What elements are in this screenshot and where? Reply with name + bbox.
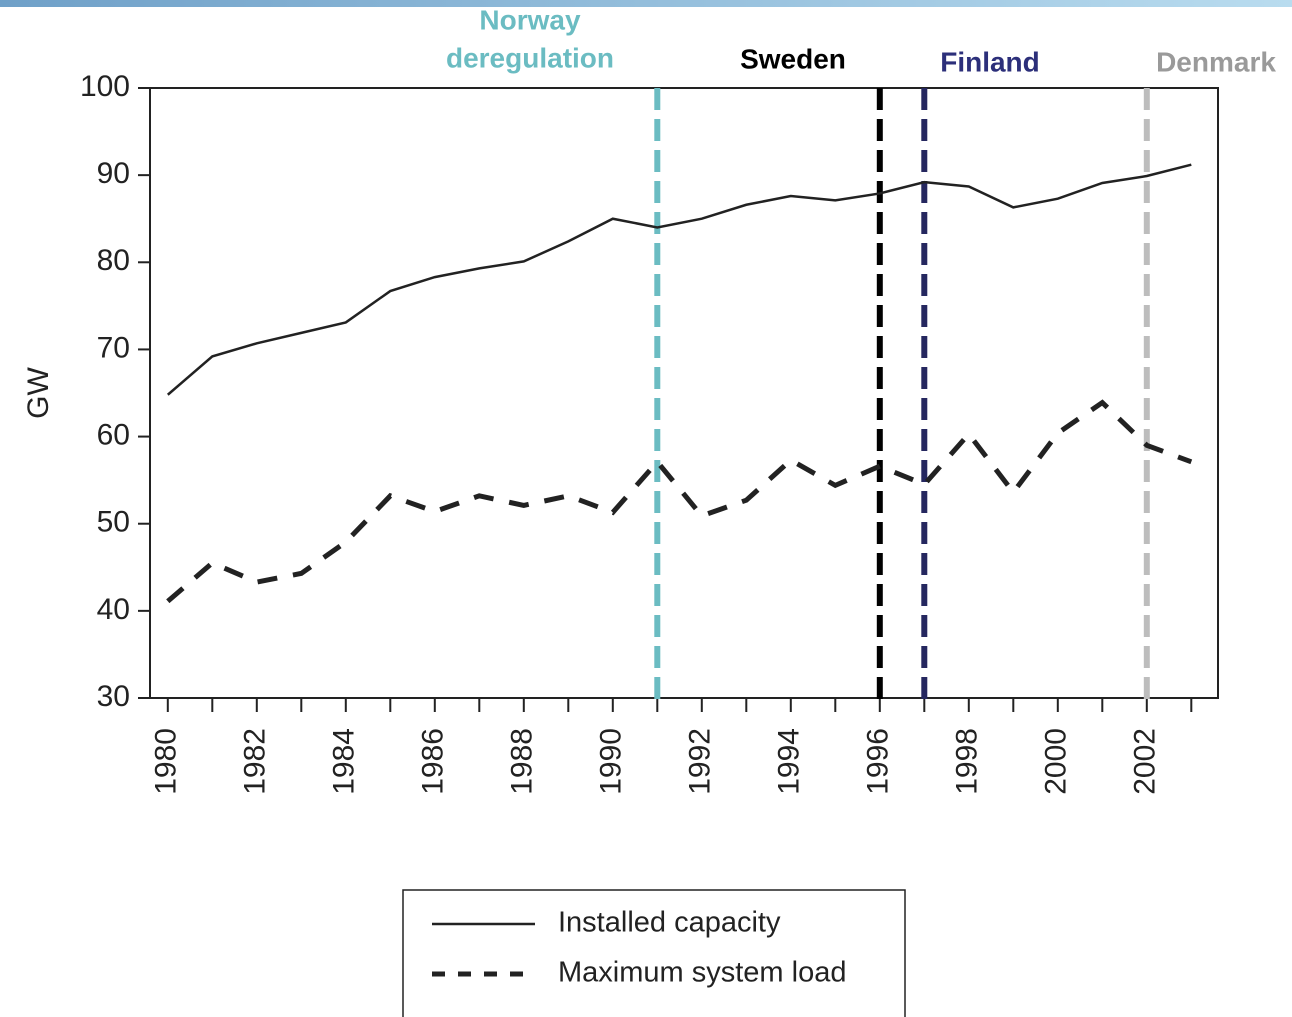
event-label: Denmark (1156, 46, 1276, 77)
x-tick-label: 1980 (150, 728, 183, 795)
y-tick-label: 100 (80, 70, 130, 103)
y-tick-label: 60 (97, 418, 130, 451)
x-tick-label: 1992 (684, 728, 717, 795)
event-label: deregulation (446, 42, 614, 73)
y-tick-label: 80 (97, 244, 130, 277)
series-line (166, 163, 1192, 396)
legend-label: Maximum system load (558, 957, 846, 989)
event-label: Norway (479, 4, 581, 35)
x-tick-label: 2002 (1129, 728, 1162, 795)
event-label: Finland (940, 46, 1040, 77)
event-label: Sweden (740, 43, 846, 74)
x-tick-label: 1988 (506, 728, 539, 795)
series-line (166, 399, 1193, 604)
x-tick-label: 1990 (595, 728, 628, 795)
y-tick-label: 90 (97, 157, 130, 190)
legend-label: Installed capacity (558, 907, 781, 939)
y-tick-label: 30 (97, 680, 130, 713)
legend-box (402, 889, 906, 1017)
y-axis-label: GW (22, 366, 55, 418)
x-tick-label: 1982 (239, 728, 272, 795)
y-tick-label: 70 (97, 331, 130, 364)
y-tick-label: 40 (97, 593, 130, 626)
x-tick-label: 1986 (417, 728, 450, 795)
header-bar (0, 0, 1292, 7)
x-tick-label: 1998 (951, 728, 984, 795)
x-tick-label: 1984 (328, 728, 361, 795)
plot-frame (149, 87, 1219, 699)
x-tick-label: 2000 (1040, 728, 1073, 795)
x-tick-label: 1994 (773, 728, 806, 795)
x-tick-label: 1996 (862, 728, 895, 795)
y-tick-label: 50 (97, 506, 130, 539)
